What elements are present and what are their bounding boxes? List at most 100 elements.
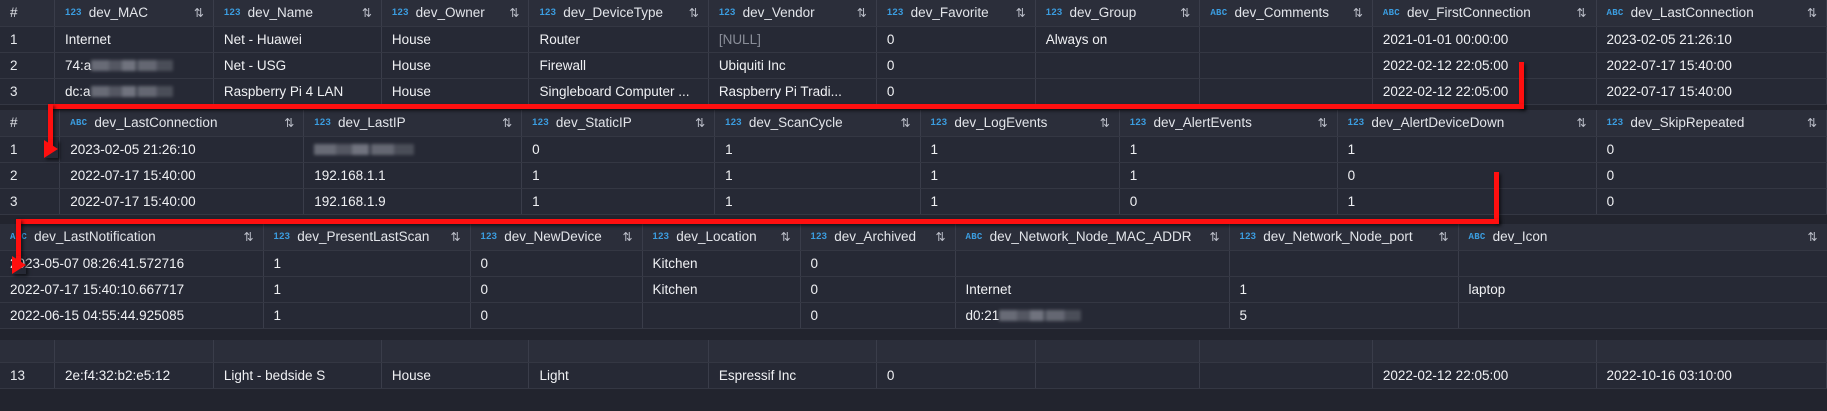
table-cell[interactable]: 0 xyxy=(521,136,716,163)
column-header-blank[interactable] xyxy=(528,340,709,363)
table-row[interactable]: 3 dc:a Raspberry Pi 4 LAN House Singleboard … xyxy=(0,78,1827,105)
table-cell[interactable]: 0 xyxy=(1596,188,1827,215)
sort-icon[interactable]: ⇅ xyxy=(1015,5,1026,20)
table-cell[interactable]: Ubiquiti Inc xyxy=(708,52,877,79)
table-cell[interactable]: 1 xyxy=(714,162,921,189)
table-cell[interactable] xyxy=(1035,78,1201,105)
column-header-dev_Group[interactable]: 123 dev_Group ⇅ xyxy=(1035,0,1201,27)
column-header-dev_Icon[interactable]: ABC dev_Icon ⇅ xyxy=(1458,224,1827,251)
table-cell[interactable]: 1 xyxy=(1119,136,1338,163)
column-header-dev_NewDevice[interactable]: 123 dev_NewDevice ⇅ xyxy=(470,224,643,251)
table-cell[interactable] xyxy=(1035,52,1201,79)
table-cell[interactable]: 2022-02-12 22:05:00 xyxy=(1372,52,1597,79)
sort-icon[interactable]: ⇅ xyxy=(1576,5,1586,20)
result-table-1[interactable]: #123 dev_MAC ⇅ 123 dev_Name ⇅ 123 dev_Owner ⇅ 123… xyxy=(0,0,1827,105)
cell-rownum[interactable]: 2 xyxy=(0,162,61,189)
column-header-dev_Vendor[interactable]: 123 dev_Vendor ⇅ xyxy=(708,0,877,27)
column-header-blank[interactable] xyxy=(1596,340,1827,363)
column-header-blank[interactable] xyxy=(213,340,382,363)
result-table-3[interactable]: ABC dev_LastNotification ⇅ 123 dev_PresentLa… xyxy=(0,224,1827,329)
cell-rownum[interactable]: 3 xyxy=(0,78,55,105)
table-cell[interactable] xyxy=(303,136,523,163)
table-cell[interactable]: d0:21 xyxy=(955,302,1230,329)
table-row[interactable]: 1 Internet Net - Huawei House Router [NULL] 0 A… xyxy=(0,26,1827,53)
column-header-blank[interactable] xyxy=(876,340,1036,363)
table-cell[interactable]: House xyxy=(381,78,530,105)
table-cell[interactable]: 1 xyxy=(714,188,921,215)
table-cell[interactable] xyxy=(1199,78,1373,105)
table-cell[interactable]: Light - bedside S xyxy=(213,362,382,389)
table-body-2[interactable]: 1 2023-02-05 21:26:10 0 1 1 1 1 0 2 2022-07-17 15… xyxy=(0,136,1827,215)
table-cell[interactable]: 0 xyxy=(800,250,956,277)
column-header-dev_DeviceType[interactable]: 123 dev_DeviceType ⇅ xyxy=(528,0,709,27)
column-header-dev_AlertEvents[interactable]: 123 dev_AlertEvents ⇅ xyxy=(1119,110,1338,137)
column-header-rownum[interactable] xyxy=(0,340,55,363)
table-cell[interactable]: 0 xyxy=(876,362,1036,389)
table-cell[interactable]: 1 xyxy=(1119,162,1338,189)
result-grid-slice-4[interactable]: 13 2e:f4:32:b2:e5:12 Light - bedside S Hous… xyxy=(0,340,1827,389)
table-cell[interactable]: 2021-01-01 00:00:00 xyxy=(1372,26,1597,53)
table-cell[interactable]: 0 xyxy=(470,302,643,329)
sort-icon[interactable]: ⇅ xyxy=(856,5,867,20)
column-header-dev_AlertDeviceDown[interactable]: 123 dev_AlertDeviceDown ⇅ xyxy=(1337,110,1597,137)
table-cell[interactable]: 1 xyxy=(521,162,716,189)
column-header-dev_Network_Node_port[interactable]: 123 dev_Network_Node_port ⇅ xyxy=(1229,224,1459,251)
table-cell[interactable]: 2022-06-15 04:55:44.925085 xyxy=(0,302,264,329)
column-header-dev_SkipRepeated[interactable]: 123 dev_SkipRepeated ⇅ xyxy=(1596,110,1827,137)
table-cell[interactable]: 0 xyxy=(1337,162,1597,189)
result-grid-slice-2[interactable]: # ABC dev_LastConnection ⇅ 123 dev_LastIP ⇅ 123… xyxy=(0,110,1827,215)
table-row[interactable]: 3 2022-07-17 15:40:00 192.168.1.9 1 1 1 0 1 0 xyxy=(0,188,1827,215)
table-cell[interactable]: 2023-02-05 21:26:10 xyxy=(1596,26,1827,53)
column-header-blank[interactable] xyxy=(381,340,530,363)
column-header-dev_PresentLastScan[interactable]: 123 dev_PresentLastScan ⇅ xyxy=(263,224,471,251)
table-cell[interactable]: 2e:f4:32:b2:e5:12 xyxy=(54,362,214,389)
table-cell[interactable] xyxy=(642,302,801,329)
column-header-dev_Network_Node_MAC_ADDR[interactable]: ABC dev_Network_Node_MAC_ADDR ⇅ xyxy=(955,224,1230,251)
table-row[interactable]: 2022-06-15 04:55:44.925085 1 0 0 d0:21 5 xyxy=(0,302,1827,329)
table-cell[interactable]: 5 xyxy=(1229,302,1459,329)
table-cell[interactable] xyxy=(1199,52,1373,79)
table-cell[interactable]: Light xyxy=(528,362,709,389)
table-cell[interactable]: Router xyxy=(528,26,709,53)
column-header-dev_Owner[interactable]: 123 dev_Owner ⇅ xyxy=(381,0,530,27)
sort-icon[interactable]: ⇅ xyxy=(1317,115,1328,130)
column-header-blank[interactable] xyxy=(1199,340,1373,363)
table-cell[interactable]: House xyxy=(381,26,530,53)
table-cell[interactable]: 2022-07-17 15:40:00 xyxy=(1596,78,1827,105)
table-cell[interactable]: 2023-05-07 08:26:41.572716 xyxy=(0,250,264,277)
table-cell[interactable]: 1 xyxy=(920,136,1120,163)
column-header-dev_MAC[interactable]: 123 dev_MAC ⇅ xyxy=(54,0,214,27)
table-cell[interactable]: 0 xyxy=(1596,136,1827,163)
table-cell[interactable]: 1 xyxy=(1229,276,1459,303)
table-cell[interactable]: 0 xyxy=(876,26,1036,53)
cell-rownum[interactable]: 13 xyxy=(0,362,55,389)
result-table-4[interactable]: 13 2e:f4:32:b2:e5:12 Light - bedside S Hous… xyxy=(0,340,1827,389)
table-cell[interactable]: Net - Huawei xyxy=(213,26,382,53)
column-header-blank[interactable] xyxy=(1035,340,1201,363)
table-cell[interactable]: 192.168.1.9 xyxy=(303,188,523,215)
table-cell[interactable]: Kitchen xyxy=(642,250,801,277)
table-cell[interactable]: Espressif Inc xyxy=(708,362,877,389)
table-cell[interactable]: 0 xyxy=(470,276,643,303)
table-cell[interactable]: 0 xyxy=(800,276,956,303)
table-cell[interactable]: 0 xyxy=(876,52,1036,79)
table-body-4[interactable]: 13 2e:f4:32:b2:e5:12 Light - bedside S Hous… xyxy=(0,362,1827,389)
table-cell[interactable]: 2022-07-17 15:40:00 xyxy=(1596,52,1827,79)
table-cell[interactable]: 2022-07-17 15:40:10.667717 xyxy=(0,276,264,303)
sort-icon[interactable]: ⇅ xyxy=(695,115,705,130)
table-cell[interactable]: 0 xyxy=(1119,188,1338,215)
column-header-dev_Name[interactable]: 123 dev_Name ⇅ xyxy=(213,0,382,27)
sort-icon[interactable]: ⇅ xyxy=(193,5,204,20)
table-cell[interactable]: laptop xyxy=(1458,276,1827,303)
table-cell[interactable]: 2022-02-12 22:05:00 xyxy=(1372,362,1597,389)
table-row[interactable]: 2 74:a Net - USG House Firewall Ubiquiti Inc 0… xyxy=(0,52,1827,79)
column-header-dev_LastConnection[interactable]: ABC dev_LastConnection ⇅ xyxy=(1596,0,1827,27)
table-row[interactable]: 2022-07-17 15:40:10.667717 1 0 Kitchen 0 Inte… xyxy=(0,276,1827,303)
sort-icon[interactable]: ⇅ xyxy=(1806,5,1817,20)
table-cell[interactable]: 192.168.1.1 xyxy=(303,162,523,189)
cell-rownum[interactable]: 2 xyxy=(0,52,55,79)
column-header-blank[interactable] xyxy=(1372,340,1597,363)
table-cell[interactable]: 2022-07-17 15:40:00 xyxy=(59,162,305,189)
sort-icon[interactable]: ⇅ xyxy=(450,229,460,244)
table-cell[interactable]: 1 xyxy=(263,250,471,277)
